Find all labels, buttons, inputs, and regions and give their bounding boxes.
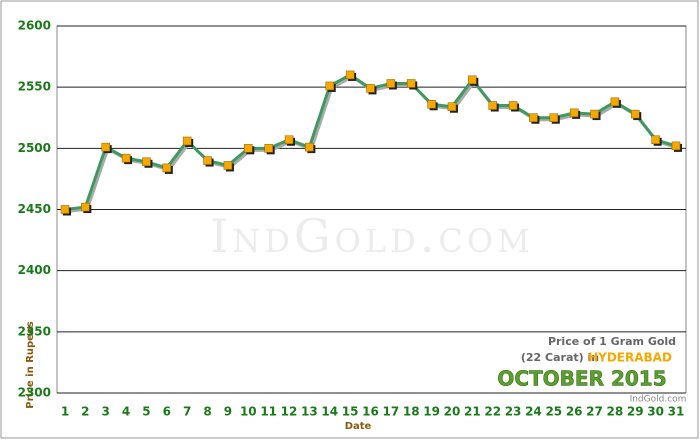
y-tick-label: 2400 <box>18 263 51 277</box>
marker <box>182 136 192 146</box>
x-tick-label: 7 <box>183 405 191 419</box>
marker <box>488 101 497 110</box>
marker <box>244 144 253 153</box>
x-tick-label: 16 <box>362 405 379 419</box>
x-tick-label: 17 <box>383 405 400 419</box>
x-tick-label: 8 <box>203 405 211 419</box>
marker <box>60 205 70 214</box>
marker <box>671 141 681 151</box>
y-tick-label: 2450 <box>18 202 51 216</box>
marker <box>203 156 212 165</box>
x-tick-label: 21 <box>464 405 481 419</box>
marker <box>264 144 273 153</box>
marker <box>345 70 355 80</box>
x-axis-label: Date <box>345 421 372 432</box>
x-tick-label: 19 <box>423 405 440 419</box>
x-tick-label: 10 <box>240 405 257 419</box>
marker <box>529 113 538 122</box>
x-tick-label: 29 <box>627 405 644 419</box>
x-tick-label: 28 <box>607 405 624 419</box>
x-tick-label: 23 <box>505 405 522 419</box>
x-tick-label: 20 <box>444 405 461 419</box>
marker <box>610 97 620 107</box>
x-tick-label: 6 <box>163 405 171 419</box>
x-tick-label: 26 <box>566 405 583 419</box>
annotation-line: Price of 1 Gram Gold <box>548 335 676 348</box>
y-tick-label: 2300 <box>18 386 51 400</box>
marker <box>447 102 457 111</box>
source: IndGold.com <box>630 395 687 405</box>
y-axis-label: Price in Rupees <box>25 321 36 408</box>
marker <box>305 142 314 152</box>
x-tick-label: 4 <box>122 405 130 419</box>
y-tick-label: 2600 <box>18 19 51 33</box>
y-tick-label: 2500 <box>18 141 51 155</box>
marker <box>508 101 518 110</box>
marker <box>631 109 640 119</box>
watermark: IndGold.com <box>210 209 534 263</box>
y-tick-label: 2550 <box>18 80 51 94</box>
annotation-city: HYDERABAD <box>588 351 672 365</box>
annotation-period: OCTOBER 2015 <box>497 367 666 391</box>
marker <box>569 108 579 118</box>
marker <box>284 135 294 145</box>
marker <box>549 113 559 122</box>
x-tick-label: 31 <box>668 405 685 419</box>
x-tick-label: 5 <box>142 405 150 419</box>
x-tick-label: 9 <box>224 405 232 419</box>
marker <box>386 79 396 88</box>
marker <box>427 100 436 109</box>
x-tick-label: 18 <box>403 405 420 419</box>
marker <box>142 157 151 167</box>
x-tick-label: 30 <box>647 405 664 419</box>
x-tick-label: 1 <box>61 405 69 419</box>
x-tick-label: 25 <box>545 405 562 419</box>
x-tick-label: 13 <box>301 405 318 419</box>
x-tick-label: 3 <box>102 405 110 419</box>
marker <box>121 153 131 163</box>
x-tick-label: 14 <box>321 405 338 419</box>
marker <box>651 135 660 145</box>
marker <box>162 163 172 173</box>
marker <box>406 79 416 88</box>
marker <box>468 75 477 85</box>
x-tick-label: 12 <box>281 405 298 419</box>
marker <box>366 84 375 93</box>
annotation-line: (22 Carat) in <box>521 351 599 364</box>
marker <box>101 142 110 152</box>
x-tick-label: 27 <box>586 405 603 419</box>
marker <box>223 161 233 170</box>
marker <box>590 109 599 119</box>
x-tick-label: 11 <box>260 405 277 419</box>
x-tick-label: 15 <box>342 405 359 419</box>
x-tick-label: 2 <box>81 405 89 419</box>
marker <box>325 81 335 91</box>
y-tick-label: 2350 <box>18 324 51 338</box>
x-tick-label: 24 <box>525 405 542 419</box>
marker <box>81 202 90 212</box>
x-tick-label: 22 <box>484 405 501 419</box>
